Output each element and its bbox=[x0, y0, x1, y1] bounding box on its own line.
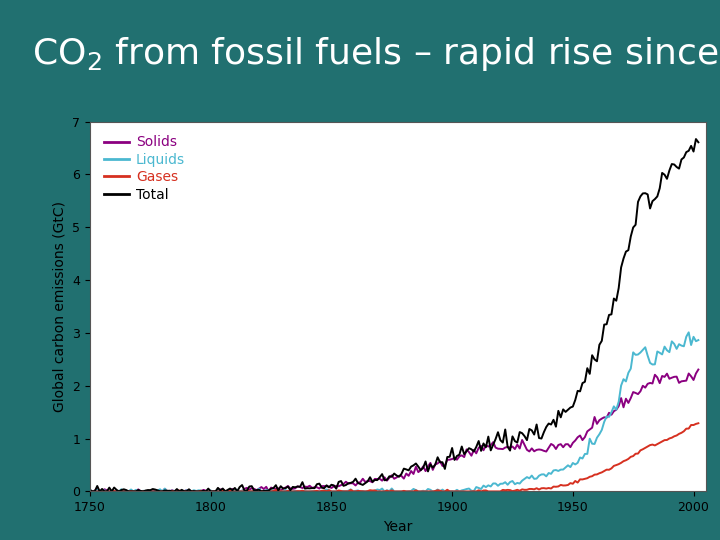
Y-axis label: Global carbon emissions (GtC): Global carbon emissions (GtC) bbox=[53, 201, 67, 412]
Text: CO$_2$ from fossil fuels – rapid rise since 1950: CO$_2$ from fossil fuels – rapid rise si… bbox=[32, 35, 720, 73]
Legend: Solids, Liquids, Gases, Total: Solids, Liquids, Gases, Total bbox=[97, 129, 192, 209]
X-axis label: Year: Year bbox=[383, 519, 413, 534]
